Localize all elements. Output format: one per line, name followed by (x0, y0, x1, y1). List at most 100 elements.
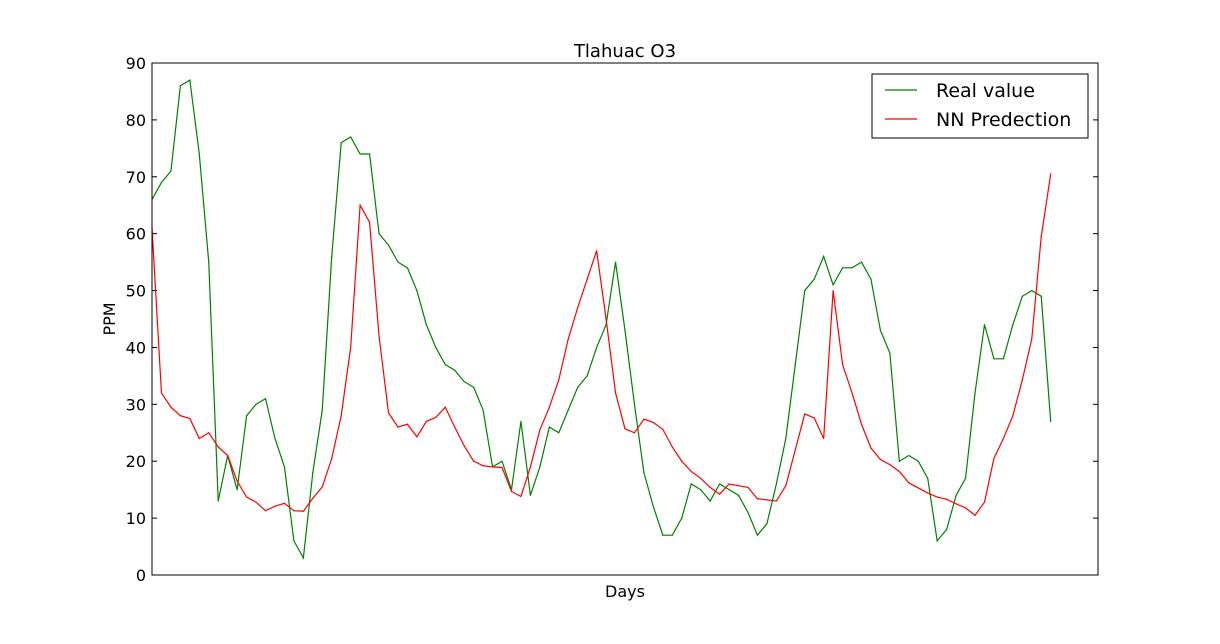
data-point (898, 460, 900, 462)
data-point (463, 445, 465, 447)
data-point (170, 406, 172, 408)
y-tick-label: 20 (126, 452, 146, 471)
data-point (974, 392, 976, 394)
data-point (208, 432, 210, 434)
data-point (558, 379, 560, 381)
data-point (766, 523, 768, 525)
data-point (567, 409, 569, 411)
data-point (160, 181, 163, 184)
series-layer (151, 79, 1052, 560)
x-axis-label: Days (605, 582, 645, 601)
data-point (946, 498, 948, 500)
data-point (425, 420, 427, 422)
data-point (359, 204, 361, 206)
data-point (964, 507, 967, 509)
data-point (302, 557, 304, 559)
data-point (983, 324, 986, 326)
data-point (851, 267, 853, 269)
data-point (652, 506, 654, 508)
data-point (293, 510, 295, 512)
data-point (387, 412, 390, 414)
data-point (927, 492, 929, 494)
data-point (577, 307, 579, 309)
data-point (946, 528, 948, 531)
data-point (198, 437, 200, 440)
data-point (501, 466, 503, 469)
data-point (823, 437, 825, 440)
data-point (179, 85, 181, 87)
data-point (719, 493, 721, 495)
data-point (643, 472, 645, 474)
data-point (596, 250, 598, 252)
data-point (681, 460, 683, 462)
data-point (454, 426, 456, 428)
data-point (444, 406, 446, 408)
y-tick-label: 0 (136, 566, 146, 585)
data-point (236, 489, 238, 491)
data-point (321, 409, 323, 411)
y-tick-label: 60 (126, 225, 146, 244)
data-point (860, 261, 863, 263)
data-point (179, 415, 181, 417)
data-point (614, 392, 617, 394)
data-point (709, 486, 711, 488)
data-point (473, 460, 475, 462)
data-point (747, 511, 749, 514)
data-point (936, 496, 938, 498)
y-tick-label: 90 (126, 54, 146, 73)
data-point (529, 466, 532, 468)
data-point (1012, 324, 1014, 326)
data-point (681, 517, 683, 519)
y-tick-label: 50 (126, 282, 146, 301)
data-point (274, 505, 276, 507)
data-point (690, 483, 692, 485)
data-point (473, 386, 475, 388)
series-line (151, 173, 1052, 517)
y-axis-ticks: 0 10 20 30 40 50 60 70 80 90 (126, 54, 1098, 585)
data-point (1021, 295, 1023, 297)
data-point (416, 436, 418, 438)
data-point (406, 423, 409, 425)
data-point (927, 477, 929, 479)
data-point (993, 358, 995, 360)
data-point (520, 495, 522, 498)
legend: Real value NN Predection (871, 73, 1089, 139)
data-point (766, 499, 768, 501)
data-point (719, 483, 721, 485)
data-point (160, 392, 163, 394)
data-point (775, 500, 777, 502)
data-point (747, 486, 749, 488)
data-point (804, 289, 806, 292)
data-point (785, 485, 787, 487)
chart-title: Tlahuac O3 (573, 41, 676, 62)
data-point (217, 500, 219, 502)
data-point (700, 489, 702, 491)
data-point (255, 403, 257, 405)
data-point (548, 406, 550, 408)
y-tick-label: 80 (126, 111, 146, 130)
data-point (813, 278, 815, 280)
data-point (463, 380, 465, 383)
data-point (841, 363, 844, 366)
data-point (1050, 173, 1052, 175)
data-point (558, 432, 560, 434)
legend-box (871, 73, 1089, 139)
data-point (539, 429, 541, 431)
data-point (1040, 235, 1042, 238)
data-point (652, 421, 654, 424)
data-point (435, 346, 437, 349)
data-point (283, 466, 286, 468)
data-point (529, 494, 532, 496)
data-point (605, 318, 607, 320)
data-point (955, 503, 957, 505)
data-point (586, 375, 588, 377)
data-point (964, 477, 967, 479)
data-point (700, 477, 702, 479)
data-point (974, 514, 976, 516)
y-axis-label: PPM (100, 302, 119, 335)
data-point (1040, 295, 1042, 297)
data-point (624, 428, 626, 430)
data-point (331, 457, 333, 459)
